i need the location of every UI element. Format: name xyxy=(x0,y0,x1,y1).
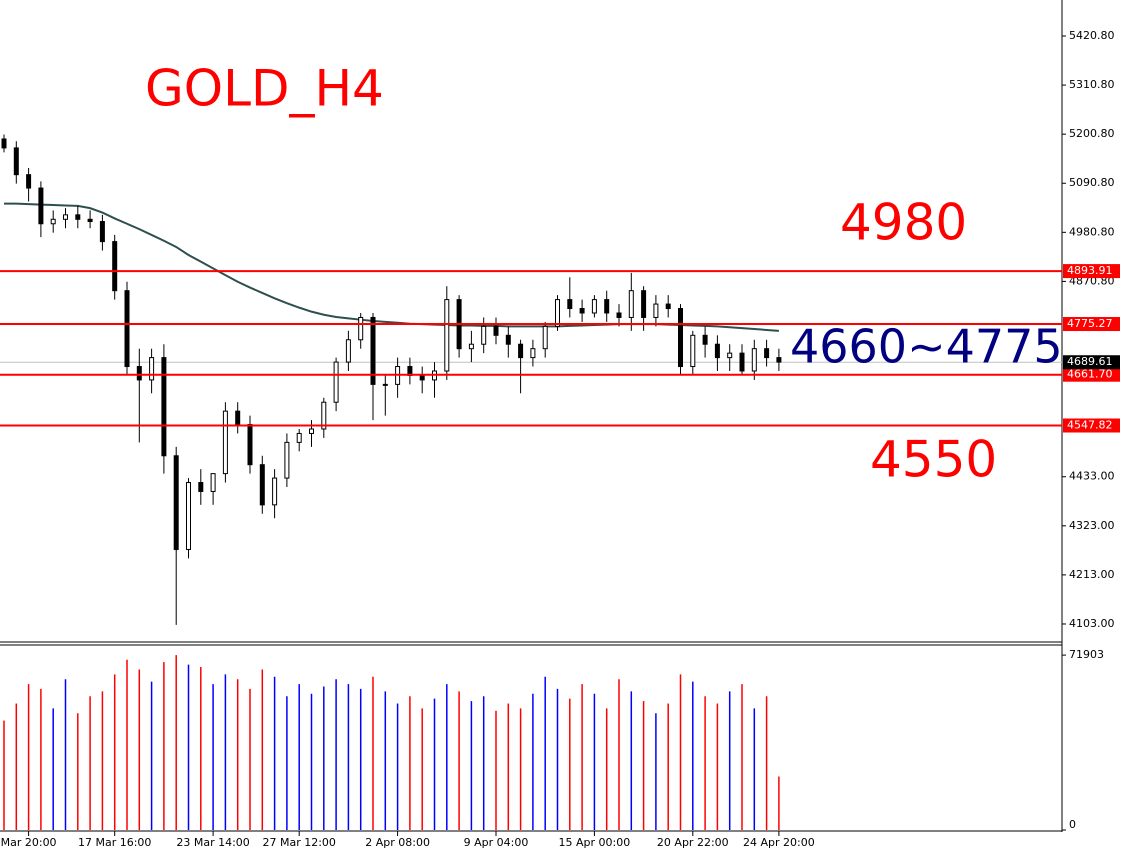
candle-body xyxy=(481,325,487,345)
candle-body xyxy=(149,357,155,381)
candle-body xyxy=(764,348,770,359)
candle-body xyxy=(161,357,167,457)
candle-body xyxy=(530,348,536,359)
candle-body xyxy=(370,316,376,385)
candle-body xyxy=(50,218,56,225)
candle-body xyxy=(284,441,290,479)
x-tick-label: 23 Mar 14:00 xyxy=(176,836,249,849)
y-tick-label: 5420.80 xyxy=(1069,29,1115,42)
candle-body xyxy=(641,290,647,318)
candle-body xyxy=(714,343,720,359)
level-label-box xyxy=(1063,418,1120,433)
current-price-label: 4689.61 xyxy=(1067,355,1113,368)
candle-body xyxy=(87,218,93,223)
candle-body xyxy=(665,303,671,310)
candle-body xyxy=(259,464,265,506)
candle-body xyxy=(26,174,32,189)
annotation: 4980 xyxy=(840,194,967,252)
level-label: 4661.70 xyxy=(1067,368,1113,381)
candle-body xyxy=(739,352,745,372)
candle-body xyxy=(542,325,548,350)
candle-body xyxy=(555,299,560,327)
x-tick-label: 15 Apr 00:00 xyxy=(559,836,631,849)
candle-body xyxy=(333,361,339,403)
candle-body xyxy=(690,334,696,368)
candle-body xyxy=(727,352,733,359)
candle-body xyxy=(678,308,683,368)
level-label-box xyxy=(1063,264,1120,279)
level-label-box xyxy=(1063,367,1120,382)
candle-body xyxy=(419,374,425,381)
candle-body xyxy=(358,316,364,341)
x-tick-label: 17 Mar 16:00 xyxy=(78,836,151,849)
candle-body xyxy=(186,482,191,550)
candle-body xyxy=(628,290,634,318)
candle-body xyxy=(321,401,327,430)
candle-body xyxy=(604,299,610,314)
y-tick-label: 71903 xyxy=(1069,648,1104,661)
candle-body xyxy=(210,473,216,492)
y-tick-label: 5090.80 xyxy=(1069,176,1115,189)
candle-body xyxy=(63,214,68,220)
level-label: 4775.27 xyxy=(1067,317,1113,330)
x-tick-label: Mar 20:00 xyxy=(1,836,57,849)
candle-body xyxy=(13,147,19,176)
chart-title: GOLD_H4 xyxy=(145,60,384,118)
candle-body xyxy=(751,348,757,372)
candle-body xyxy=(272,477,278,506)
candle-body xyxy=(702,334,708,345)
y-tick-label: 4213.00 xyxy=(1069,568,1115,581)
y-tick-label: 5200.80 xyxy=(1069,127,1115,140)
level-label: 4893.91 xyxy=(1067,264,1113,277)
y-tick-label: 0 xyxy=(1069,818,1076,831)
level-label-box xyxy=(1063,317,1120,332)
candle-body xyxy=(124,290,130,368)
candle-body xyxy=(493,325,499,336)
candle-body xyxy=(198,482,204,492)
candle-body xyxy=(579,308,585,314)
candle-body xyxy=(173,455,179,550)
x-tick-label: 27 Mar 12:00 xyxy=(262,836,335,849)
candle-body xyxy=(309,428,314,434)
candle-body xyxy=(75,214,81,220)
candle-body xyxy=(505,334,511,345)
candle-body xyxy=(1,138,7,149)
y-tick-label: 5310.80 xyxy=(1069,78,1115,91)
candle-body xyxy=(591,299,597,314)
y-tick-label: 4323.00 xyxy=(1069,519,1115,532)
candle-body xyxy=(38,187,44,225)
y-tick-label: 4433.00 xyxy=(1069,470,1115,483)
candle-body xyxy=(468,343,474,350)
candle-body xyxy=(345,339,351,363)
candle-body xyxy=(247,424,253,466)
candle-body xyxy=(653,303,659,318)
candle-body xyxy=(616,312,622,318)
x-tick-label: 9 Apr 04:00 xyxy=(464,836,529,849)
candle-body xyxy=(112,241,118,292)
annotation: 4550 xyxy=(870,431,997,489)
current-price-box xyxy=(1063,355,1120,370)
annotation: 4660~4775 xyxy=(790,320,1063,374)
candle-body xyxy=(567,299,573,310)
candle-body xyxy=(136,366,142,381)
candle-body xyxy=(296,432,302,443)
candle-body xyxy=(235,410,241,426)
candle-body xyxy=(444,299,450,372)
candle-body xyxy=(99,221,105,243)
y-tick-label: 4980.80 xyxy=(1069,225,1115,238)
candle-body xyxy=(382,383,388,386)
x-tick-label: 20 Apr 22:00 xyxy=(657,836,729,849)
candle-body xyxy=(518,343,524,359)
level-label: 4547.82 xyxy=(1067,419,1113,432)
x-tick-label: 2 Apr 08:00 xyxy=(365,836,430,849)
candle-body xyxy=(776,357,782,363)
y-tick-label: 4103.00 xyxy=(1069,617,1115,630)
x-tick-label: 24 Apr 20:00 xyxy=(743,836,815,849)
candle-body xyxy=(222,410,228,475)
